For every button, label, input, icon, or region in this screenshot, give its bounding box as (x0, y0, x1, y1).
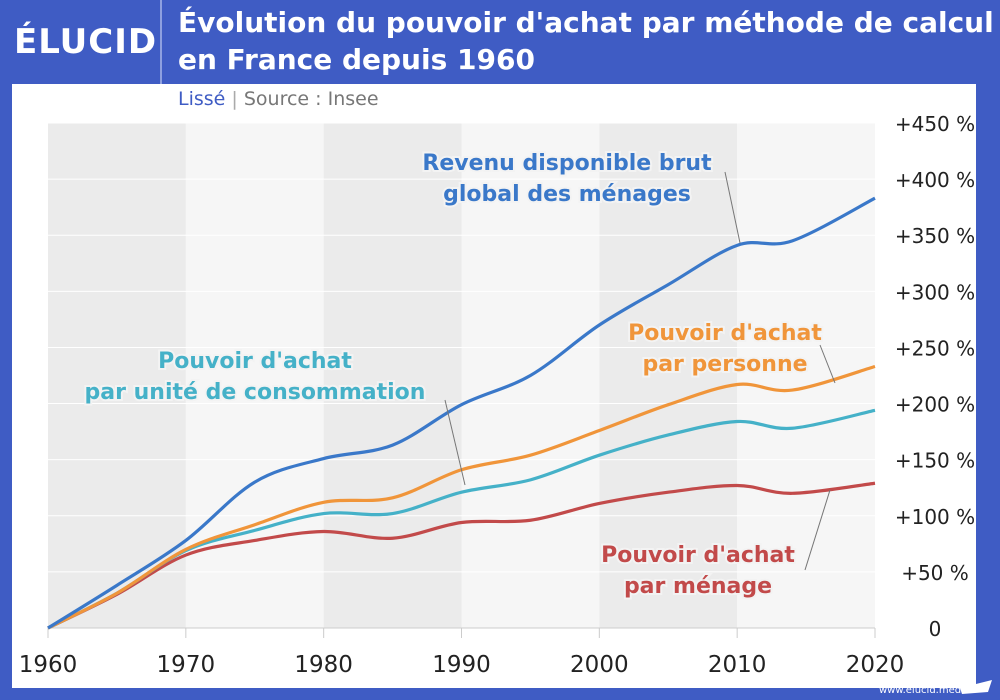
y-tick-label: +300 % (895, 280, 975, 304)
leader-line (724, 171, 741, 244)
x-tick-label: 1970 (157, 652, 216, 678)
leader-line (819, 344, 836, 384)
y-tick-label: +150 % (895, 449, 975, 473)
x-tick-label: 2010 (708, 652, 767, 678)
series-per-uc-label-1: Pouvoir d'achat (158, 349, 352, 374)
series-per-household-line (47, 481, 876, 630)
leader-line (444, 399, 466, 486)
series-per-household-label-1: Pouvoir d'achat (601, 543, 795, 568)
header-divider (160, 0, 162, 84)
y-tick-label: +350 % (895, 224, 975, 248)
y-tick-label: +450 % (895, 112, 975, 136)
elucid-flag-icon (960, 680, 992, 694)
logo: ÉLUCID (14, 22, 158, 62)
x-tick-label: 2000 (570, 652, 629, 678)
series-rdb-label-2: global des ménages (443, 182, 691, 207)
y-tick-label: +100 % (895, 505, 975, 529)
header: ÉLUCID Évolution du pouvoir d'achat par … (0, 0, 1000, 84)
leader-line (804, 489, 831, 571)
y-tick-label: +200 % (895, 393, 975, 417)
subtitle-sep: | (231, 88, 238, 110)
x-tick-label: 1960 (19, 652, 78, 678)
x-tick-label: 1990 (432, 652, 491, 678)
series-per-person-label-2: par personne (642, 352, 807, 377)
x-tick-label: 1980 (294, 652, 353, 678)
title-line-2: en France depuis 1960 (178, 43, 535, 76)
background-band (48, 123, 186, 628)
chart-title: Évolution du pouvoir d'achat par méthode… (178, 4, 994, 78)
background-band (323, 123, 462, 628)
series-per-household-label-2: par ménage (624, 574, 772, 599)
x-tick-label: 2020 (846, 652, 905, 678)
series-rdb-line (47, 196, 876, 630)
footer-url[interactable]: www.elucid.media (878, 685, 970, 696)
y-tick-label: +50 % (901, 561, 969, 585)
source-label: Source : Insee (243, 88, 379, 110)
background-band (599, 123, 738, 628)
y-tick-label: 0 (929, 617, 942, 641)
y-tick-label: +400 % (895, 168, 975, 192)
y-tick-label: +250 % (895, 336, 975, 360)
series-rdb-label-1: Revenu disponible brut (422, 151, 712, 176)
smoothed-label: Lissé (178, 88, 226, 110)
title-line-1: Évolution du pouvoir d'achat par méthode… (178, 6, 994, 39)
series-per-uc-label-2: par unité de consommation (85, 380, 426, 405)
series-per-person-label-1: Pouvoir d'achat (628, 321, 822, 346)
subtitle: Lissé | Source : Insee (178, 88, 379, 110)
background-band (185, 123, 324, 628)
